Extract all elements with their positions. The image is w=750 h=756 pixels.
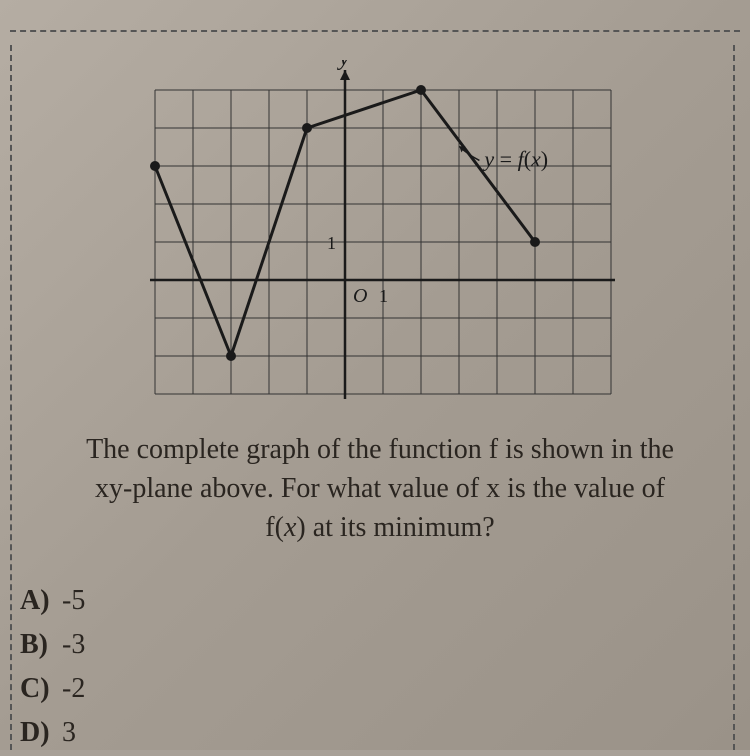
question-text: The complete graph of the function f is … [20, 430, 740, 548]
choice-c: C) -2 [20, 668, 85, 710]
svg-text:y = f(x): y = f(x) [482, 146, 548, 171]
choice-d: D) 3 [20, 712, 85, 754]
choice-a-value: -5 [62, 585, 85, 616]
svg-text:y: y [337, 60, 350, 71]
svg-text:1: 1 [327, 233, 336, 253]
choices: A) -5 B) -3 C) -2 D) 3 [20, 580, 85, 756]
choice-d-letter: D) [20, 712, 55, 754]
graph-svg: xyO11y = f(x) [135, 60, 615, 410]
dashed-border-right [733, 45, 735, 750]
choice-c-letter: C) [20, 668, 55, 710]
choice-b-letter: B) [20, 624, 55, 666]
question-line3: f(x) at its minimum? [265, 512, 494, 543]
dashed-border-top [10, 30, 740, 32]
choice-a-letter: A) [20, 580, 55, 622]
page: xyO11y = f(x) The complete graph of the … [0, 0, 750, 750]
choice-b-value: -3 [62, 629, 85, 660]
choice-a: A) -5 [20, 580, 85, 622]
question-line2: xy-plane above. For what value of x is t… [95, 473, 665, 504]
svg-text:O: O [353, 285, 367, 307]
dashed-border-left [10, 45, 12, 750]
svg-text:1: 1 [379, 286, 388, 306]
choice-b: B) -3 [20, 624, 85, 666]
graph: xyO11y = f(x) [135, 60, 615, 410]
question-line1: The complete graph of the function f is … [86, 434, 674, 465]
choice-d-value: 3 [62, 717, 76, 748]
choice-c-value: -2 [62, 673, 85, 704]
